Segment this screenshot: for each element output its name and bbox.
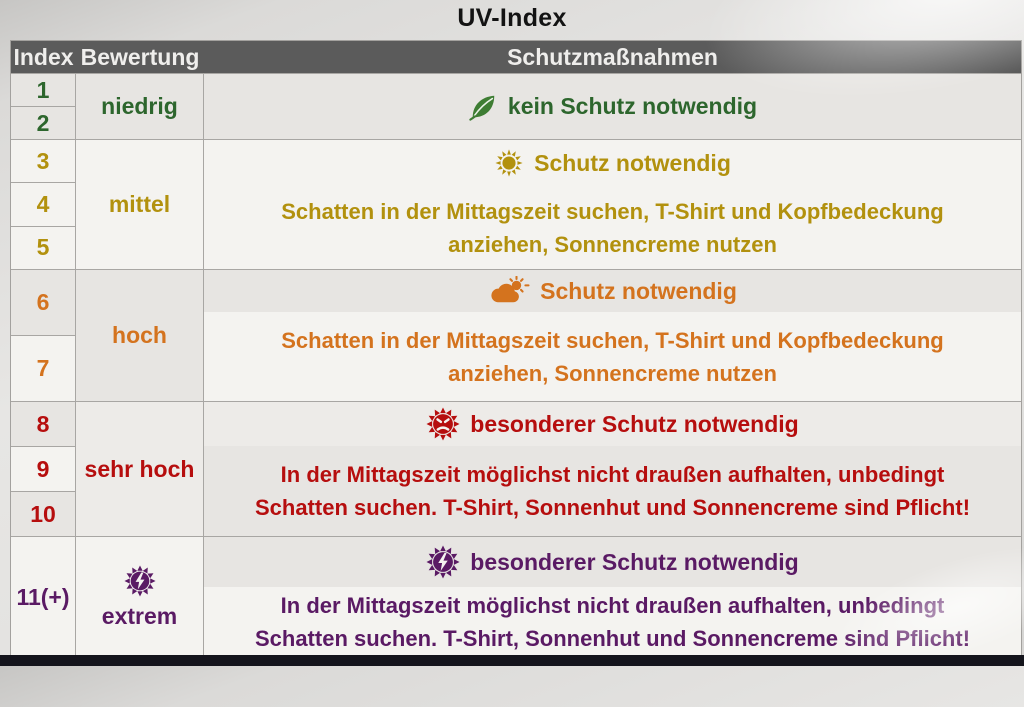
protection-body: In der Mittagszeit möglichst nicht drauß…	[204, 446, 1021, 536]
rating-label: hoch	[112, 322, 167, 348]
protection-body-line: Schatten suchen. T-Shirt, Sonnenhut und …	[254, 626, 971, 651]
index-cell-2: 2	[11, 107, 75, 139]
section-sehr-hoch: 8 9 10 sehr hoch	[11, 401, 1021, 536]
index-column: 3 4 5	[11, 140, 76, 269]
index-column: 1 2	[11, 74, 76, 139]
rating-cell: extrem	[76, 537, 204, 657]
rating-cell: niedrig	[76, 74, 204, 139]
protection-body-line: anziehen, Sonnencreme nutzen	[448, 360, 777, 386]
protection-heading-text: besonderer Schutz notwendig	[470, 548, 799, 575]
sun-cloud-icon	[488, 276, 530, 306]
rating-label: extrem	[101, 602, 178, 629]
index-cell-4: 4	[11, 183, 75, 227]
protection-heading-text: kein Schutz notwendig	[507, 93, 758, 119]
protection-body-line: Schatten suchen. T-Shirt, Sonnenhut und …	[254, 495, 971, 520]
rating-label: niedrig	[101, 93, 178, 119]
index-column: 8 9 10	[11, 402, 76, 536]
protection-body-line: Schatten in der Mittagszeit suchen, T-Sh…	[281, 198, 944, 224]
uv-index-table: Index Bewertung Schutzmaßnahmen 1 2 nied…	[10, 40, 1022, 657]
section-hoch: 6 7 hoch	[11, 269, 1021, 401]
lightning-sun-icon	[123, 564, 156, 597]
angry-sun-icon	[426, 407, 460, 441]
index-cell-11: 11(+)	[11, 537, 75, 657]
section-mittel: 3 4 5 mittel	[11, 139, 1021, 269]
protection-body: Schatten in der Mittagszeit suchen, T-Sh…	[204, 186, 1021, 269]
index-cell-7: 7	[11, 336, 75, 401]
index-cell-10: 10	[11, 492, 75, 536]
rating-label: mittel	[108, 191, 171, 217]
lightning-sun-icon	[426, 545, 460, 579]
bottom-dark-bar	[0, 655, 1024, 666]
protection-heading: kein Schutz notwendig	[204, 74, 1021, 139]
page-title: UV-Index	[457, 4, 567, 32]
protection-body-line: In der Mittagszeit möglichst nicht drauß…	[280, 593, 945, 618]
protection-body: In der Mittagszeit möglichst nicht drauß…	[204, 587, 1021, 657]
protection-heading-text: Schutz notwendig	[540, 277, 737, 304]
protection-heading: Schutz notwendig	[204, 140, 1021, 186]
index-cell-8: 8	[11, 402, 75, 447]
index-cell-5: 5	[11, 226, 75, 269]
index-cell-1: 1	[11, 74, 75, 107]
index-cell-6: 6	[11, 270, 75, 336]
protection-heading: besonderer Schutz notwendig	[204, 537, 1021, 587]
protection-cell: besonderer Schutz notwendig In der Mitta…	[204, 537, 1021, 657]
header-schutzmassnahmen: Schutzmaßnahmen	[507, 43, 718, 70]
protection-heading: Schutz notwendig	[204, 270, 1021, 312]
rating-cell: sehr hoch	[76, 402, 204, 536]
protection-heading: besonderer Schutz notwendig	[204, 402, 1021, 446]
rating-cell: mittel	[76, 140, 204, 269]
index-cell-9: 9	[11, 447, 75, 492]
header-bewertung: Bewertung	[80, 43, 200, 70]
sun-icon	[494, 148, 524, 178]
protection-body-line: anziehen, Sonnencreme nutzen	[448, 231, 777, 257]
protection-cell: Schutz notwendig Schatten in der Mittags…	[204, 140, 1021, 269]
index-column: 6 7	[11, 270, 76, 401]
protection-cell: kein Schutz notwendig	[204, 74, 1021, 139]
index-cell-3: 3	[11, 140, 75, 184]
header-index: Index	[13, 43, 74, 70]
protection-heading-text: Schutz notwendig	[534, 149, 731, 176]
protection-cell: besonderer Schutz notwendig In der Mitta…	[204, 402, 1021, 536]
protection-cell: Schutz notwendig Schatten in der Mittags…	[204, 270, 1021, 401]
table-header-row: Index Bewertung Schutzmaßnahmen	[11, 41, 1021, 73]
index-column: 11(+)	[11, 537, 76, 657]
leaf-icon	[468, 92, 498, 122]
protection-heading-text: besonderer Schutz notwendig	[470, 410, 799, 437]
rating-label: sehr hoch	[84, 455, 195, 482]
section-niedrig: 1 2 niedrig kein Schutz notwendig	[11, 73, 1021, 139]
protection-body-line: Schatten in der Mittagszeit suchen, T-Sh…	[281, 327, 944, 353]
rating-cell: hoch	[76, 270, 204, 401]
protection-body: Schatten in der Mittagszeit suchen, T-Sh…	[204, 312, 1021, 401]
section-extrem: 11(+)	[11, 536, 1021, 657]
protection-body-line: In der Mittagszeit möglichst nicht drauß…	[280, 462, 945, 487]
